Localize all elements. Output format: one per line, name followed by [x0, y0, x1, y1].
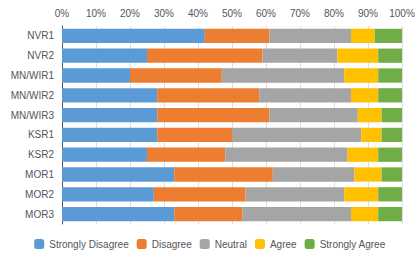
svg-text:70%: 70% — [290, 8, 310, 19]
svg-text:10%: 10% — [86, 8, 106, 19]
svg-text:Strongly Disagree: Strongly Disagree — [49, 239, 129, 250]
svg-text:NVR1: NVR1 — [27, 30, 54, 41]
svg-text:MN/WIR2: MN/WIR2 — [11, 90, 55, 101]
svg-text:80%: 80% — [324, 8, 344, 19]
svg-text:MN/WIR3: MN/WIR3 — [11, 110, 55, 121]
svg-text:60%: 60% — [256, 8, 276, 19]
svg-text:Neutral: Neutral — [215, 239, 247, 250]
svg-text:100%: 100% — [389, 8, 415, 19]
svg-text:KSR1: KSR1 — [28, 129, 55, 140]
svg-text:90%: 90% — [358, 8, 378, 19]
svg-text:50%: 50% — [222, 8, 242, 19]
svg-text:Agree: Agree — [270, 239, 297, 250]
svg-text:MOR3: MOR3 — [25, 209, 54, 220]
svg-text:MN/WIR1: MN/WIR1 — [11, 70, 55, 81]
svg-text:NVR2: NVR2 — [27, 50, 54, 61]
svg-text:Strongly Agree: Strongly Agree — [320, 239, 386, 250]
svg-text:Disagree: Disagree — [152, 239, 192, 250]
svg-text:KSR2: KSR2 — [28, 149, 55, 160]
svg-text:20%: 20% — [120, 8, 140, 19]
svg-text:MOR2: MOR2 — [25, 189, 54, 200]
svg-text:0%: 0% — [55, 8, 70, 19]
svg-text:30%: 30% — [154, 8, 174, 19]
svg-text:MOR1: MOR1 — [25, 169, 54, 180]
svg-text:40%: 40% — [188, 8, 208, 19]
